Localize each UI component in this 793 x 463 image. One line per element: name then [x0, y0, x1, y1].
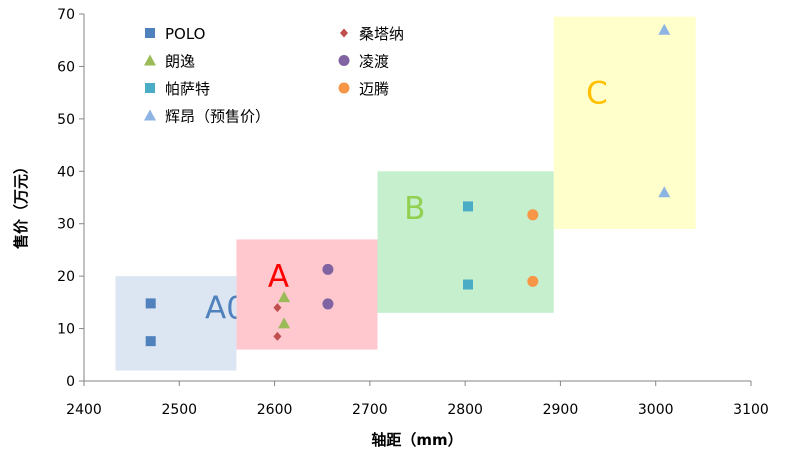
x-tick-label: 3000	[638, 402, 674, 418]
x-tick-label: 2400	[66, 402, 102, 418]
y-tick-label: 0	[66, 374, 75, 390]
region-c	[553, 16, 696, 229]
data-point-series-2	[278, 291, 291, 303]
y-axis-title: 售价（万元）	[12, 159, 30, 249]
legend-marker	[145, 28, 155, 38]
x-tick-label: 2500	[161, 402, 197, 418]
x-tick-label: 2800	[447, 402, 483, 418]
legend-marker	[340, 28, 348, 38]
region-label-a: A	[268, 259, 289, 295]
legend-marker	[145, 83, 155, 93]
ticks-layer: 0 10 20 30 40 50 60 70 2400 2500 2600 2700 2800 2900 3…	[57, 7, 769, 418]
data-point-series-0	[145, 298, 156, 309]
data-point-series-5	[527, 209, 539, 221]
legend-label: 朗逸	[165, 53, 195, 71]
x-tick-label: 2600	[257, 402, 293, 418]
data-point-series-4	[463, 279, 474, 290]
region-label-c: C	[586, 76, 608, 112]
x-axis-title: 轴距（mm）	[371, 431, 462, 449]
y-tick-label: 50	[57, 112, 75, 128]
y-tick-label: 60	[57, 59, 75, 75]
legend-label: POLO	[165, 25, 205, 43]
y-tick-label: 10	[57, 322, 75, 338]
y-tick-label: 20	[57, 269, 75, 285]
region-label-b: B	[404, 191, 425, 227]
points-layer	[145, 23, 671, 347]
x-tick-label: 2900	[543, 402, 579, 418]
data-point-series-6	[658, 186, 671, 198]
legend-marker	[144, 54, 156, 66]
legend-label: 桑塔纳	[359, 25, 404, 43]
legend-marker	[338, 82, 350, 94]
legend-marker	[144, 109, 156, 121]
legend-label: 凌渡	[359, 53, 389, 71]
data-point-series-4	[463, 201, 474, 212]
region-a0	[115, 276, 237, 371]
y-tick-label: 30	[57, 217, 75, 233]
data-point-series-5	[527, 275, 539, 287]
axes-layer	[83, 14, 751, 382]
x-tick-label: 3100	[733, 402, 769, 418]
y-tick-label: 70	[57, 7, 75, 23]
data-point-series-1	[273, 331, 282, 341]
legend-label: 帕萨特	[165, 80, 210, 98]
data-point-series-6	[658, 23, 671, 35]
data-point-series-3	[322, 298, 334, 310]
data-point-series-2	[278, 317, 291, 329]
legend-label: 迈腾	[359, 80, 389, 98]
data-point-series-0	[145, 336, 156, 347]
x-tick-label: 2700	[352, 402, 388, 418]
data-point-series-3	[322, 263, 334, 275]
y-tick-label: 40	[57, 164, 75, 180]
legend-marker	[338, 55, 350, 66]
region-a	[236, 239, 378, 350]
data-point-series-1	[273, 303, 282, 313]
legend-label: 辉昂（预售价）	[165, 108, 270, 126]
